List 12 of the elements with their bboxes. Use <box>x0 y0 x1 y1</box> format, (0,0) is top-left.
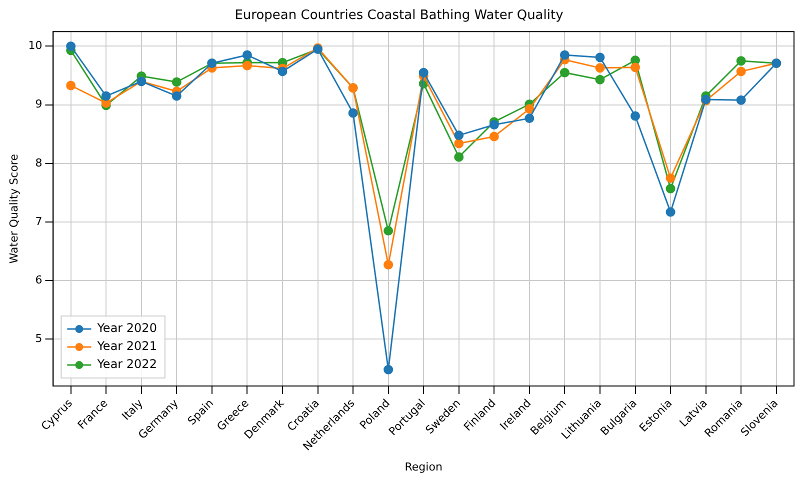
y-tick-label: 6 <box>35 273 42 286</box>
legend-label: Year 2021 <box>96 339 157 354</box>
y-tick-label: 7 <box>35 214 42 228</box>
y-tick-label: 5 <box>35 332 42 346</box>
y-tick-label: 9 <box>35 98 42 111</box>
legend-label: Year 2020 <box>96 321 157 336</box>
y-tick-label: 10 <box>28 39 42 52</box>
y-axis-title: Water Quality Score <box>7 154 20 264</box>
x-axis-title: Region <box>404 460 442 474</box>
chart-title: European Countries Coastal Bathing Water Quality <box>234 8 564 24</box>
legend-label: Year 2022 <box>96 357 157 372</box>
y-tick-label: 8 <box>35 156 42 170</box>
